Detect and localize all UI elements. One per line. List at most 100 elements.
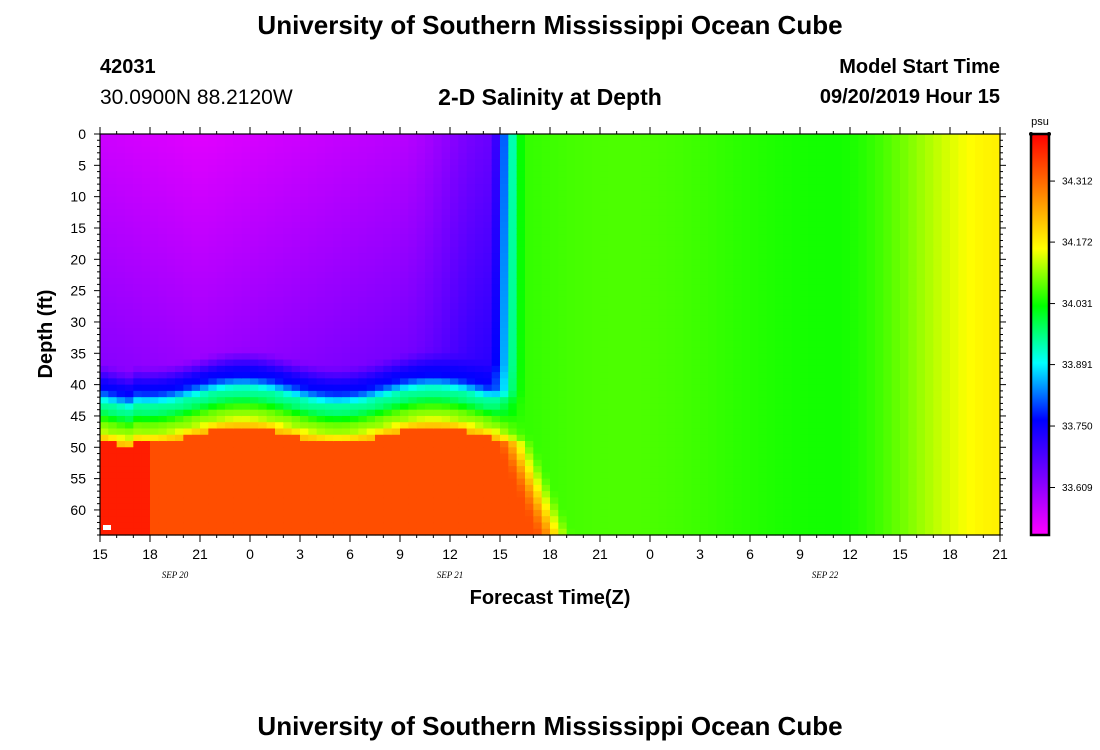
heatmap-cell	[491, 384, 501, 392]
heatmap-cell	[450, 227, 459, 235]
heatmap-cell	[725, 428, 734, 436]
heatmap-cell	[308, 528, 318, 536]
heatmap-cell	[133, 353, 143, 361]
heatmap-cell	[650, 152, 659, 160]
heatmap-cell	[566, 328, 576, 336]
heatmap-cell	[475, 265, 484, 273]
heatmap-cell	[233, 478, 243, 486]
heatmap-cell	[250, 516, 259, 524]
heatmap-cell	[208, 202, 218, 210]
heatmap-cell	[333, 134, 343, 141]
heatmap-cell	[591, 428, 601, 436]
heatmap-cell	[308, 253, 318, 260]
heatmap-cell	[541, 478, 551, 486]
heatmap-cell	[475, 227, 484, 235]
heatmap-cell	[300, 378, 309, 386]
heatmap-cell	[408, 447, 418, 455]
heatmap-cell	[408, 209, 418, 217]
heatmap-cell	[616, 365, 626, 373]
heatmap-cell	[658, 497, 668, 505]
heatmap-cell	[241, 196, 251, 204]
heatmap-cell	[641, 140, 651, 148]
heatmap-cell	[441, 227, 451, 235]
heatmap-cell	[625, 315, 634, 323]
heatmap-cell	[291, 478, 301, 486]
heatmap-cell	[483, 466, 493, 473]
heatmap-cell	[175, 497, 184, 505]
heatmap-cell	[466, 347, 476, 354]
heatmap-cell	[700, 497, 709, 505]
heatmap-cell	[483, 234, 493, 242]
heatmap-cell	[350, 422, 359, 430]
heatmap-cell	[508, 334, 518, 342]
heatmap-cell	[416, 265, 426, 273]
heatmap-cell	[533, 497, 543, 505]
heatmap-cell	[158, 478, 168, 486]
heatmap-cell	[716, 278, 726, 285]
heatmap-cell	[225, 478, 234, 486]
heatmap-cell	[441, 359, 451, 367]
heatmap-cell	[375, 378, 384, 386]
heatmap-cell	[575, 171, 584, 179]
heatmap-cell	[741, 484, 751, 492]
heatmap-cell	[491, 146, 501, 154]
heatmap-cell	[358, 234, 368, 242]
heatmap-cell	[441, 447, 451, 455]
heatmap-cell	[333, 184, 343, 191]
heatmap-cell	[600, 347, 609, 354]
heatmap-cell	[216, 315, 226, 323]
heatmap-cell	[141, 328, 151, 336]
heatmap-cell	[133, 159, 143, 166]
heatmap-cell	[125, 397, 134, 405]
heatmap-cell	[733, 328, 743, 336]
heatmap-cell	[741, 184, 751, 191]
heatmap-cell	[116, 315, 126, 323]
heatmap-cell	[491, 184, 501, 191]
heatmap-cell	[283, 152, 293, 160]
heatmap-cell	[450, 184, 459, 191]
heatmap-cell	[366, 177, 376, 185]
heatmap-cell	[733, 321, 743, 329]
heatmap-cell	[700, 271, 709, 279]
heatmap-cell	[691, 296, 701, 304]
heatmap-cell	[633, 509, 643, 517]
heatmap-cell	[133, 259, 143, 267]
heatmap-cell	[366, 171, 376, 179]
heatmap-cell	[166, 491, 176, 499]
heatmap-cell	[666, 134, 676, 141]
heatmap-cell	[125, 459, 134, 467]
heatmap-cell	[483, 434, 493, 442]
heatmap-cell	[200, 177, 209, 185]
heatmap-cell	[241, 516, 251, 524]
heatmap-cell	[641, 177, 651, 185]
heatmap-cell	[125, 159, 134, 166]
heatmap-cell	[233, 522, 243, 530]
heatmap-cell	[350, 397, 359, 405]
heatmap-cell	[458, 265, 468, 273]
heatmap-cell	[216, 202, 226, 210]
heatmap-cell	[508, 409, 518, 417]
heatmap-cell	[516, 284, 526, 292]
heatmap-cell	[666, 422, 676, 430]
heatmap-cell	[250, 265, 259, 273]
heatmap-cell	[400, 497, 409, 505]
heatmap-cell	[125, 384, 134, 392]
heatmap-cell	[250, 134, 259, 141]
heatmap-cell	[450, 453, 459, 461]
heatmap-cell	[533, 196, 543, 204]
heatmap-cell	[225, 409, 234, 417]
heatmap-cell	[533, 309, 543, 317]
heatmap-cell	[616, 516, 626, 524]
heatmap-cell	[591, 328, 601, 336]
heatmap-cell	[525, 309, 534, 317]
heatmap-cell	[233, 234, 243, 242]
heatmap-cell	[433, 334, 443, 342]
heatmap-cell	[208, 415, 218, 423]
heatmap-cell	[400, 284, 409, 292]
heatmap-cell	[575, 503, 584, 511]
heatmap-cell	[666, 259, 676, 267]
heatmap-cell	[500, 196, 509, 204]
heatmap-cell	[591, 441, 601, 448]
heatmap-cell	[625, 365, 634, 373]
heatmap-cell	[266, 315, 276, 323]
